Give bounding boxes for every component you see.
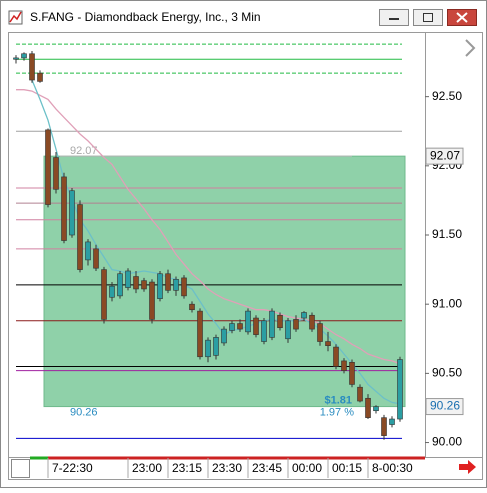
window-title: S.FANG - Diamondback Energy, Inc., 3 Min	[30, 10, 261, 24]
candle-body	[77, 204, 83, 270]
candle-body	[213, 337, 219, 356]
candle-body	[189, 303, 195, 311]
candle-body	[229, 323, 235, 331]
y-tick-label: 90.00	[432, 435, 462, 449]
candle-body	[85, 241, 91, 261]
candle-body	[317, 323, 323, 342]
restore-button[interactable]	[413, 9, 443, 26]
candle-body	[301, 312, 307, 319]
candle-body	[61, 176, 67, 241]
candle-body	[253, 317, 259, 335]
candle-body	[397, 359, 403, 420]
candle-body	[13, 57, 19, 60]
candle-body	[109, 285, 115, 298]
candle-body	[357, 386, 363, 402]
candle-body	[117, 273, 123, 297]
candle-body	[325, 341, 331, 346]
target-label: 90.26	[70, 406, 98, 418]
candle-body	[237, 323, 243, 330]
candle-body	[277, 314, 283, 329]
y-tick-label: 91.50	[432, 227, 462, 241]
percent-label: 1.97 %	[320, 406, 354, 418]
amount-label: $1.81	[324, 394, 352, 406]
x-tick-label: 7-22:30	[52, 461, 93, 475]
candle-body	[381, 417, 387, 436]
candle-body	[141, 280, 147, 290]
candle-body	[165, 273, 171, 291]
x-tick-label: 00:15	[332, 461, 362, 475]
restore-box[interactable]	[413, 9, 443, 26]
app-icon-line	[9, 11, 22, 23]
candle-body	[173, 278, 179, 291]
candle-body	[365, 397, 371, 418]
x-tick-label: 00:00	[292, 461, 322, 475]
candle-body	[245, 310, 251, 333]
restore-icon	[423, 13, 433, 22]
candle-body	[101, 269, 107, 320]
candle-body	[133, 276, 139, 290]
close-button[interactable]	[447, 9, 477, 26]
moving-average	[16, 89, 401, 365]
candle-body	[205, 339, 211, 358]
candle-body	[197, 310, 203, 358]
candle-body	[373, 406, 379, 412]
price-box	[425, 147, 464, 165]
candle-body	[389, 418, 395, 425]
y-tick-label: 90.50	[432, 366, 462, 380]
x-tick-label: 23:30	[212, 461, 242, 475]
candle-body	[45, 129, 51, 205]
y-tick-label: 92.50	[432, 89, 462, 103]
candle-body	[285, 320, 291, 340]
x-tick-label: 23:45	[252, 461, 282, 475]
corner-box[interactable]	[11, 459, 30, 478]
close-icon	[456, 12, 468, 23]
entry-label: 92.07	[70, 145, 98, 157]
price-box-label: 90.26	[430, 399, 460, 413]
minimize-box[interactable]	[379, 9, 409, 26]
price-box-label: 92.07	[430, 148, 460, 162]
candle-body	[125, 270, 131, 288]
candle-body	[181, 277, 187, 297]
plot: 90.0090.5091.0091.5092.0092.5092.0790.26…	[13, 43, 464, 478]
price-box	[425, 398, 464, 416]
candle-body	[149, 281, 155, 320]
candle-body	[309, 314, 315, 330]
y-tick-label: 91.00	[432, 296, 462, 310]
scroll-right-arrow[interactable]	[459, 460, 476, 474]
minimize-button[interactable]	[379, 9, 409, 26]
candle-body	[69, 190, 75, 236]
candle-body	[333, 346, 339, 367]
scroll-arrow[interactable]	[465, 39, 476, 57]
x-tick-label: 23:00	[132, 461, 162, 475]
x-tick-label: 23:15	[172, 461, 202, 475]
candle-body	[221, 328, 227, 344]
candle-body	[349, 361, 355, 385]
x-tick-label: 8-00:30	[372, 461, 413, 475]
candle-body	[341, 360, 347, 371]
candle-body	[261, 320, 267, 342]
candle-body	[157, 273, 163, 299]
candle-body	[293, 319, 299, 330]
candle-body	[269, 310, 275, 338]
candle-body	[93, 248, 99, 269]
candle-body	[53, 157, 59, 190]
candle-body	[37, 72, 43, 82]
candle-body	[21, 53, 27, 59]
candle-body	[29, 53, 35, 81]
